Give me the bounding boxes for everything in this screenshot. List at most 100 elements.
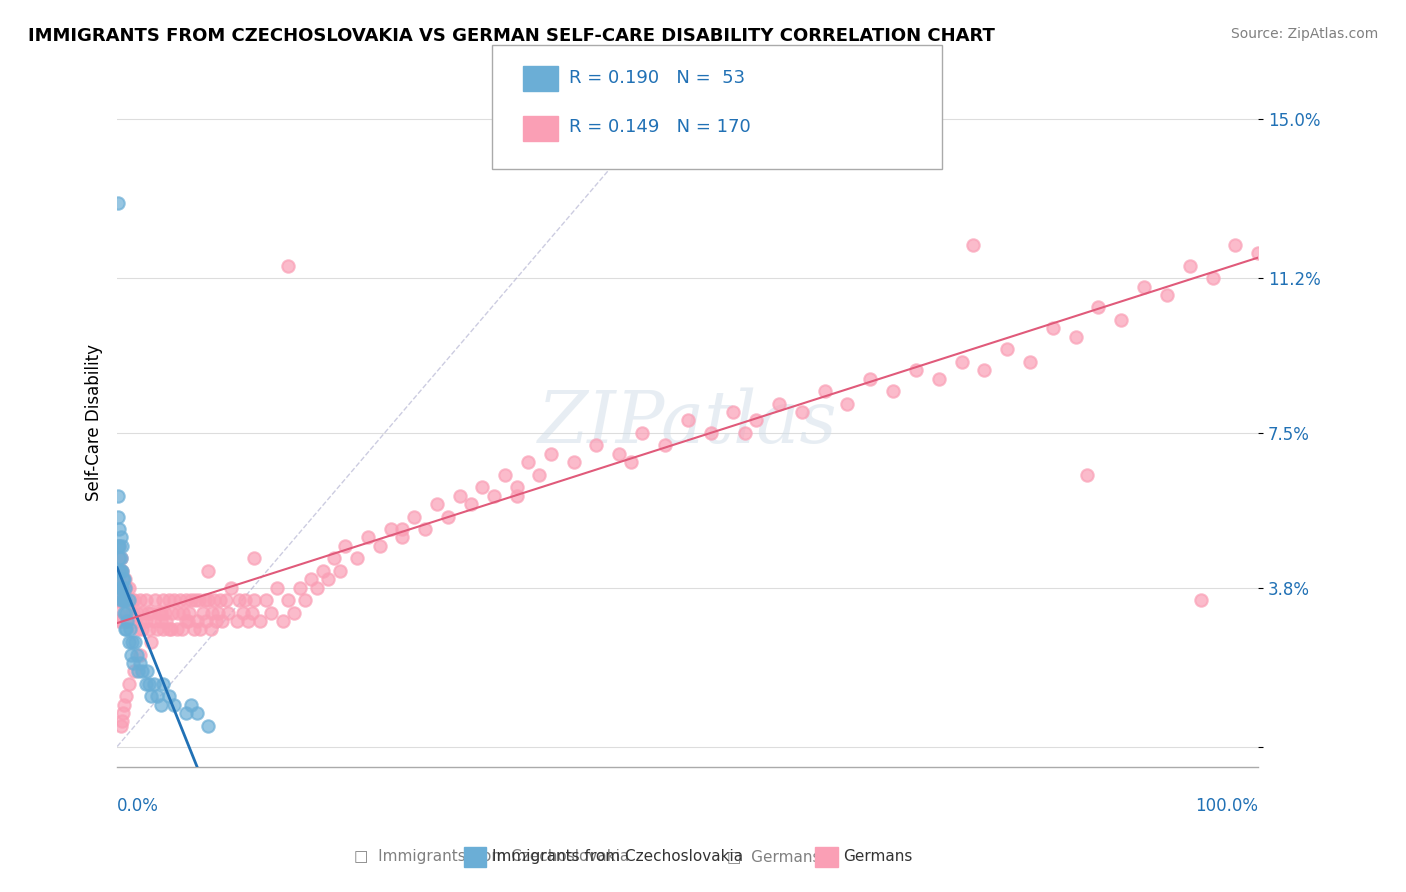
Point: [562, 455, 585, 469]
Point: [676, 413, 699, 427]
Point: [1019, 355, 1042, 369]
Point: [111, 564, 134, 578]
Point: [238, 614, 260, 628]
Point: [149, 698, 172, 712]
Point: [228, 593, 250, 607]
Point: [111, 581, 134, 595]
Point: [391, 522, 413, 536]
Point: [745, 413, 768, 427]
Point: [169, 593, 191, 607]
Point: [311, 564, 333, 578]
Text: □  Germans: □ Germans: [727, 849, 820, 863]
Point: [131, 665, 153, 679]
Point: [494, 467, 516, 482]
Point: [294, 593, 316, 607]
Point: [152, 677, 174, 691]
Point: [127, 665, 149, 679]
Point: [155, 614, 177, 628]
Point: [110, 593, 132, 607]
Point: [316, 572, 339, 586]
Text: ZIPatlas: ZIPatlas: [538, 387, 838, 458]
Point: [186, 706, 208, 720]
Point: [214, 593, 236, 607]
Point: [1189, 593, 1212, 607]
Point: [117, 593, 139, 607]
Point: [1042, 321, 1064, 335]
Point: [146, 690, 169, 704]
Point: [129, 614, 152, 628]
Point: [138, 623, 160, 637]
Point: [107, 606, 129, 620]
Point: [904, 363, 927, 377]
Point: [260, 606, 283, 620]
Point: [243, 551, 266, 566]
Point: [188, 593, 211, 607]
Point: [962, 237, 984, 252]
Point: [391, 530, 413, 544]
Point: [110, 593, 132, 607]
Point: [208, 593, 231, 607]
Point: [152, 623, 174, 637]
Point: [111, 593, 134, 607]
Point: [121, 614, 143, 628]
Point: [135, 593, 157, 607]
Point: [114, 581, 136, 595]
Point: [1111, 313, 1133, 327]
Point: [111, 714, 134, 729]
Point: [111, 706, 134, 720]
Point: [117, 635, 139, 649]
Point: [837, 396, 859, 410]
Point: [323, 551, 346, 566]
Point: [882, 384, 904, 398]
Point: [197, 718, 219, 732]
Point: [129, 648, 152, 662]
Point: [471, 480, 494, 494]
Point: [110, 530, 132, 544]
Point: [335, 539, 357, 553]
Point: [426, 497, 449, 511]
Point: [233, 593, 256, 607]
Text: R = 0.149   N = 170: R = 0.149 N = 170: [569, 118, 751, 136]
Point: [368, 539, 391, 553]
Point: [115, 623, 138, 637]
Point: [111, 572, 134, 586]
Point: [115, 614, 138, 628]
Point: [790, 405, 813, 419]
Point: [114, 593, 136, 607]
Point: [121, 635, 143, 649]
Point: [110, 564, 132, 578]
Point: [115, 593, 138, 607]
Point: [135, 614, 157, 628]
Point: [177, 614, 200, 628]
Point: [277, 593, 299, 607]
Point: [540, 447, 562, 461]
Point: [117, 614, 139, 628]
Point: [254, 593, 277, 607]
Point: [814, 384, 837, 398]
Point: [114, 623, 136, 637]
Point: [163, 593, 186, 607]
Point: [110, 718, 132, 732]
Point: [110, 551, 132, 566]
Point: [115, 690, 138, 704]
Point: [184, 593, 207, 607]
Point: [620, 455, 643, 469]
Point: [172, 606, 194, 620]
Point: [111, 539, 134, 553]
Point: [329, 564, 352, 578]
Point: [585, 438, 607, 452]
Point: [346, 551, 368, 566]
Point: [1178, 259, 1201, 273]
Point: [118, 593, 141, 607]
Point: [108, 581, 131, 595]
Text: IMMIGRANTS FROM CZECHOSLOVAKIA VS GERMAN SELF-CARE DISABILITY CORRELATION CHART: IMMIGRANTS FROM CZECHOSLOVAKIA VS GERMAN…: [28, 27, 995, 45]
Text: Germans: Germans: [844, 849, 912, 863]
Point: [277, 259, 299, 273]
Point: [115, 606, 138, 620]
Point: [202, 593, 225, 607]
Point: [177, 606, 200, 620]
Point: [211, 614, 233, 628]
Point: [124, 665, 146, 679]
Point: [157, 623, 180, 637]
Point: [271, 614, 294, 628]
